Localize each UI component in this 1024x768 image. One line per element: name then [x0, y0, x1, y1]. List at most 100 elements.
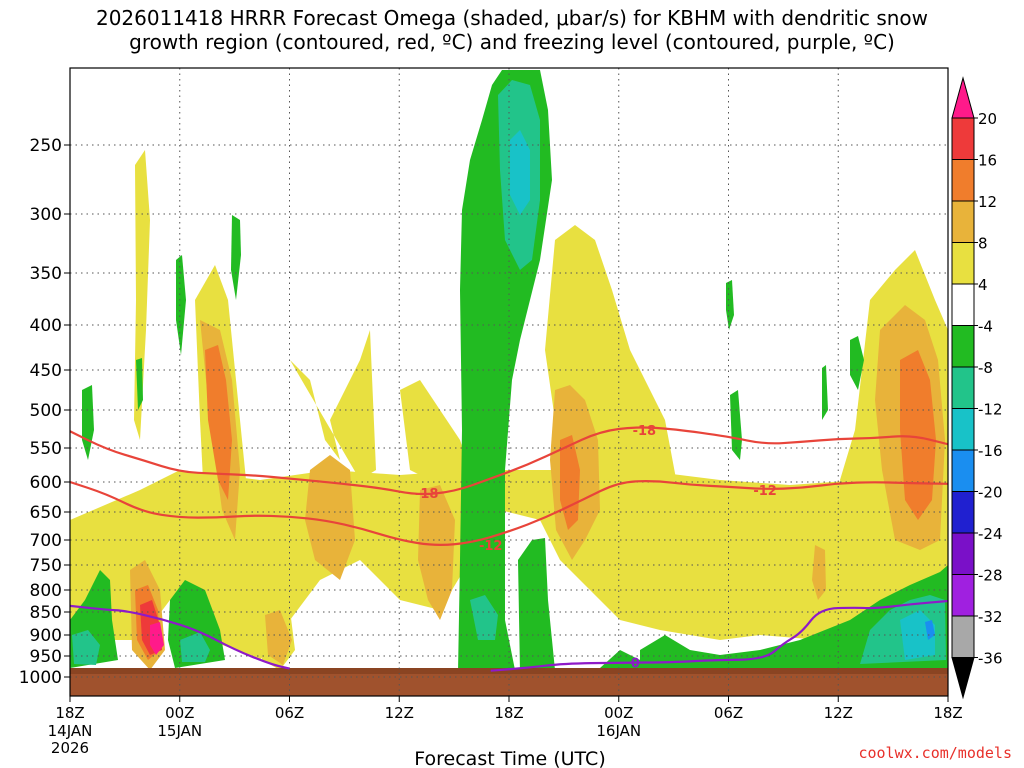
- x-tick-label: 18Z: [55, 704, 84, 722]
- omega-area-orange: [560, 435, 580, 530]
- colorbar-segment: [951, 366, 975, 409]
- colorbar-segment: [951, 491, 975, 534]
- contour-label: -18: [633, 424, 657, 439]
- ground-surface: [70, 668, 948, 674]
- contour-line-dendritic-top-minus18: [70, 426, 948, 496]
- colorbar-bottom-triangle: [951, 657, 975, 700]
- y-tick-label: 450: [30, 361, 62, 381]
- y-tick-label: 500: [30, 401, 62, 421]
- y-tick-label: 850: [30, 603, 62, 623]
- contour-label: -18: [415, 487, 439, 502]
- colorbar-segment: [951, 325, 975, 368]
- colorbar-segment: [951, 242, 975, 285]
- contour-line-dendritic-bottom-minus12: [70, 480, 948, 546]
- omega-area-green: [136, 358, 143, 410]
- omega-area-green: [82, 385, 94, 460]
- omega-area-orange: [900, 350, 936, 520]
- colorbar-label: -16: [978, 442, 1003, 460]
- chart-title-line2: growth region (contoured, red, ºC) and f…: [129, 30, 895, 54]
- y-tick-label: 550: [30, 439, 62, 459]
- colorbar: 20 16 12 8 4 -4 -8 -12 -16 -20 -24 -28 -32 -36: [951, 76, 1003, 700]
- x-tick-label: 12Z: [385, 704, 414, 722]
- colorbar-label: 12: [978, 193, 997, 211]
- omega-area-green: [231, 215, 241, 300]
- colorbar-label: -24: [978, 525, 1003, 543]
- colorbar-segment: [951, 408, 975, 451]
- contour-label: 0: [631, 657, 640, 672]
- chart-title: 2026011418 HRRR Forecast Omega (shaded, …: [0, 6, 1024, 54]
- chart-title-line1: 2026011418 HRRR Forecast Omega (shaded, …: [95, 6, 929, 30]
- contours: -18 -18 -12 -12 0: [70, 424, 948, 672]
- omega-area-yellow: [400, 380, 470, 480]
- colorbar-label: -4: [978, 318, 993, 336]
- omega-area-light-orange: [418, 485, 455, 620]
- colorbar-top-triangle: [951, 76, 975, 119]
- x-tick-date-label: 15JAN: [157, 722, 202, 740]
- y-tick-label: 950: [30, 647, 62, 667]
- x-tick-label: 12Z: [824, 704, 853, 722]
- colorbar-label: -28: [978, 567, 1003, 585]
- x-tick-label: 18Z: [494, 704, 523, 722]
- y-tick-label: 600: [30, 473, 62, 493]
- omega-area-cyan: [510, 130, 530, 215]
- y-tick-label: 1000: [19, 668, 62, 688]
- x-tick-label: 00Z: [165, 704, 194, 722]
- colorbar-label: -20: [978, 484, 1003, 502]
- colorbar-label: -32: [978, 608, 1003, 626]
- omega-area-light-orange: [305, 455, 355, 580]
- x-tick-date-label: 16JAN: [596, 722, 641, 740]
- omega-area-magenta: [150, 622, 164, 655]
- omega-area-yellow: [85, 525, 95, 570]
- omega-area-teal: [180, 632, 210, 662]
- y-tick-label: 750: [30, 556, 62, 576]
- y-tick-label: 700: [30, 531, 62, 551]
- colorbar-label: 20: [978, 110, 997, 128]
- x-tick-label: 06Z: [714, 704, 743, 722]
- y-tick-label: 400: [30, 316, 62, 336]
- contour-line-freezing-level-0C: [490, 599, 948, 672]
- x-tick-date-label: 14JAN: [48, 722, 93, 740]
- colorbar-segment: [951, 283, 975, 326]
- colorbar-segment: [951, 532, 975, 575]
- omega-area-green: [600, 650, 640, 672]
- colorbar-segment: [951, 449, 975, 492]
- omega-area-yellow: [760, 530, 810, 600]
- omega-area-yellow: [290, 330, 376, 480]
- y-tick-label: 900: [30, 626, 62, 646]
- y-tick-label: 250: [30, 136, 62, 156]
- colorbar-segment: [951, 117, 975, 160]
- source-url: coolwx.com/models: [858, 744, 1012, 762]
- colorbar-label: 8: [978, 235, 988, 253]
- colorbar-label: -8: [978, 359, 993, 377]
- x-tick-label: 00Z: [604, 704, 633, 722]
- colorbar-segment: [951, 615, 975, 658]
- omega-area-green: [726, 280, 734, 330]
- contour-label: -12: [479, 539, 503, 554]
- omega-area-green: [518, 538, 555, 672]
- omega-area-blue: [925, 620, 935, 640]
- x-tick-label: 18Z: [933, 704, 962, 722]
- colorbar-segment: [951, 574, 975, 617]
- omega-area-light-orange: [812, 545, 826, 600]
- omega-area-green: [730, 390, 742, 460]
- omega-area-orange: [205, 345, 232, 500]
- contour-label: -12: [753, 484, 777, 499]
- omega-area-green: [176, 255, 186, 355]
- contour-line-freezing-level-0C: [70, 604, 290, 670]
- colorbar-label: -36: [978, 650, 1003, 668]
- colorbar-segment: [951, 159, 975, 202]
- colorbar-label: 4: [978, 276, 988, 294]
- colorbar-label: 16: [978, 152, 997, 170]
- colorbar-label: -12: [978, 401, 1003, 419]
- x-axis-title: Forecast Time (UTC): [414, 748, 605, 768]
- y-tick-label: 650: [30, 503, 62, 523]
- omega-area-teal: [470, 595, 498, 640]
- omega-area-green: [822, 365, 828, 420]
- omega-area-yellow: [545, 225, 750, 636]
- y-tick-label: 300: [30, 205, 62, 225]
- plot-frame: [69, 67, 949, 697]
- x-tick-date-label: 2026: [51, 739, 89, 757]
